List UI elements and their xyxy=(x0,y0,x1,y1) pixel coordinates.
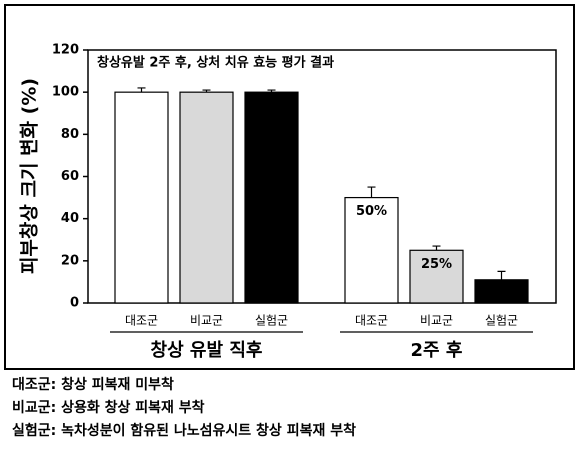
y-axis-label: 피부창상 크기 변화 (%) xyxy=(19,78,41,274)
error-bar xyxy=(497,270,506,280)
note: 대조군: 창상 피복재 미부착 xyxy=(12,376,174,393)
value-label: 25% xyxy=(421,257,452,272)
chart-title: 창상유발 2주 후, 상처 치유 효능 평가 결과 xyxy=(97,55,334,71)
note: 실험군: 녹차성분이 함유된 나노섬유시트 창상 피복재 부착 xyxy=(12,422,356,439)
y-tick-label: 0 xyxy=(70,296,79,311)
x-tick-label: 대조군 xyxy=(125,314,158,328)
y-tick-label: 80 xyxy=(61,127,79,142)
y-tick-label: 100 xyxy=(52,85,79,100)
value-label: 50% xyxy=(356,204,387,219)
group-label: 2주 후 xyxy=(411,340,463,361)
x-tick-label: 실험군 xyxy=(485,314,518,328)
note: 비교군: 상용화 창상 피복재 부착 xyxy=(12,399,205,416)
y-tick-label: 120 xyxy=(52,43,79,58)
error-bar xyxy=(367,186,376,198)
x-tick-label: 실험군 xyxy=(255,314,288,328)
y-tick-label: 40 xyxy=(61,211,79,226)
bar xyxy=(179,91,234,304)
error-bar xyxy=(202,89,211,93)
error-bar xyxy=(267,89,276,93)
value-label: 11% xyxy=(486,284,517,299)
x-tick-label: 대조군 xyxy=(355,314,388,328)
error-bar xyxy=(432,245,441,251)
chart-frame xyxy=(4,4,575,370)
x-tick-label: 비교군 xyxy=(420,314,453,328)
bar xyxy=(244,91,299,304)
bar xyxy=(344,196,399,304)
y-tick-label: 60 xyxy=(61,169,79,184)
bar xyxy=(114,91,169,304)
x-tick-label: 비교군 xyxy=(190,314,223,328)
group-label: 창상 유발 직후 xyxy=(151,340,263,361)
y-tick-label: 20 xyxy=(61,253,79,268)
error-bar xyxy=(137,87,146,93)
